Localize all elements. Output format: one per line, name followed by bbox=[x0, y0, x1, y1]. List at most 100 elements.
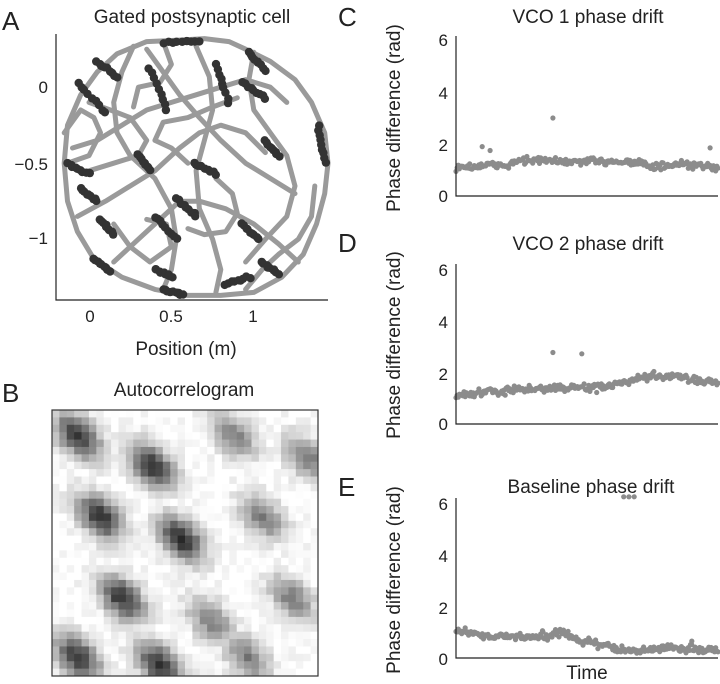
heatmap-cell bbox=[229, 616, 238, 625]
heatmap-cell bbox=[81, 602, 90, 610]
heatmap-cell bbox=[88, 602, 97, 610]
heatmap-cell bbox=[281, 565, 289, 573]
heatmap-cell bbox=[140, 609, 149, 618]
heatmap-cell bbox=[273, 424, 282, 433]
heatmap-cell bbox=[229, 639, 238, 647]
drift-point bbox=[552, 155, 559, 161]
heatmap-cell bbox=[207, 520, 215, 529]
heatmap-cell bbox=[185, 661, 193, 670]
heatmap-cell bbox=[52, 439, 60, 448]
heatmap-cell bbox=[170, 513, 179, 522]
heatmap-cell bbox=[207, 624, 215, 633]
heatmap-cell bbox=[155, 461, 164, 470]
heatmap-cell bbox=[310, 609, 319, 618]
heatmap-cell bbox=[273, 520, 282, 529]
heatmap-cell bbox=[59, 506, 68, 514]
heatmap-cell bbox=[303, 653, 312, 662]
heatmap-cell bbox=[251, 432, 260, 440]
heatmap-cell bbox=[288, 454, 297, 463]
heatmap-cell bbox=[273, 513, 282, 522]
heatmap-cell bbox=[81, 668, 90, 677]
heatmap-cell bbox=[207, 513, 215, 522]
spike-point bbox=[146, 166, 155, 175]
heatmap-cell bbox=[281, 439, 289, 448]
heatmap-cell bbox=[103, 624, 112, 633]
heatmap-cell bbox=[207, 661, 215, 670]
heatmap-cell bbox=[74, 446, 82, 455]
heatmap-cell bbox=[74, 550, 82, 559]
heatmap-cell bbox=[133, 587, 142, 596]
heatmap-cell bbox=[74, 454, 82, 463]
heatmap-cell bbox=[266, 639, 275, 647]
heatmap-cell bbox=[155, 557, 164, 566]
heatmap-cell bbox=[162, 572, 171, 581]
heatmap-cell bbox=[125, 550, 134, 559]
heatmap-cell bbox=[52, 424, 60, 433]
heatmap-cell bbox=[52, 661, 60, 670]
spike-point bbox=[172, 234, 182, 243]
heatmap-cell bbox=[221, 469, 230, 477]
heatmap-cell bbox=[273, 631, 282, 640]
heatmap-cell bbox=[59, 483, 68, 492]
heatmap-cell bbox=[111, 572, 119, 581]
heatmap-cell bbox=[199, 631, 208, 640]
heatmap-cell bbox=[66, 624, 75, 633]
heatmap-cell bbox=[74, 543, 82, 551]
e-ytick-2: 2 bbox=[439, 599, 448, 618]
heatmap-cell bbox=[185, 439, 193, 448]
heatmap-cell bbox=[162, 565, 171, 573]
heatmap-cell bbox=[74, 535, 82, 544]
heatmap-cell bbox=[214, 513, 223, 522]
heatmap-cell bbox=[66, 587, 75, 596]
d-ytick-6: 6 bbox=[439, 261, 448, 280]
heatmap-cell bbox=[118, 557, 127, 566]
heatmap-cell bbox=[125, 483, 134, 492]
heatmap-cell bbox=[207, 587, 215, 596]
heatmap-cell bbox=[66, 410, 75, 418]
heatmap-cell bbox=[88, 624, 97, 633]
heatmap-cell bbox=[177, 646, 186, 655]
heatmap-cell bbox=[273, 668, 282, 677]
heatmap-cell bbox=[96, 602, 105, 610]
heatmap-cell bbox=[81, 439, 90, 448]
spike-point bbox=[223, 98, 233, 108]
heatmap-cell bbox=[118, 616, 127, 625]
heatmap-cell bbox=[214, 550, 223, 559]
heatmap-cell bbox=[281, 513, 289, 522]
heatmap-cell bbox=[303, 639, 312, 647]
heatmap-cell bbox=[266, 624, 275, 633]
heatmap-cell bbox=[310, 646, 319, 655]
heatmap-cell bbox=[310, 469, 319, 477]
heatmap-cell bbox=[207, 609, 215, 618]
heatmap-cell bbox=[251, 550, 260, 559]
heatmap-cell bbox=[96, 410, 105, 418]
heatmap-cell bbox=[66, 639, 75, 647]
heatmap-cell bbox=[273, 639, 282, 647]
heatmap-cell bbox=[148, 661, 156, 670]
heatmap-cell bbox=[192, 602, 201, 610]
heatmap-cell bbox=[59, 572, 68, 581]
heatmap-cell bbox=[103, 483, 112, 492]
heatmap-cell bbox=[96, 491, 105, 500]
heatmap-cell bbox=[295, 609, 304, 618]
heatmap-cell bbox=[52, 616, 60, 625]
heatmap-cell bbox=[207, 535, 215, 544]
heatmap-cell bbox=[303, 454, 312, 463]
heatmap-cell bbox=[96, 594, 105, 603]
heatmap-cell bbox=[295, 661, 304, 670]
heatmap-cell bbox=[140, 543, 149, 551]
heatmap-cell bbox=[52, 469, 60, 477]
heatmap-cell bbox=[288, 572, 297, 581]
heatmap-cell bbox=[295, 513, 304, 522]
heatmap-cell bbox=[177, 417, 186, 426]
heatmap-cell bbox=[81, 432, 90, 440]
heatmap-cell bbox=[273, 506, 282, 514]
heatmap-cell bbox=[303, 661, 312, 670]
heatmap-cell bbox=[288, 461, 297, 470]
heatmap-cell bbox=[81, 616, 90, 625]
heatmap-cell bbox=[162, 483, 171, 492]
heatmap-cell bbox=[118, 565, 127, 573]
heatmap-cell bbox=[303, 543, 312, 551]
heatmap-cell bbox=[74, 587, 82, 596]
heatmap-cell bbox=[185, 616, 193, 625]
